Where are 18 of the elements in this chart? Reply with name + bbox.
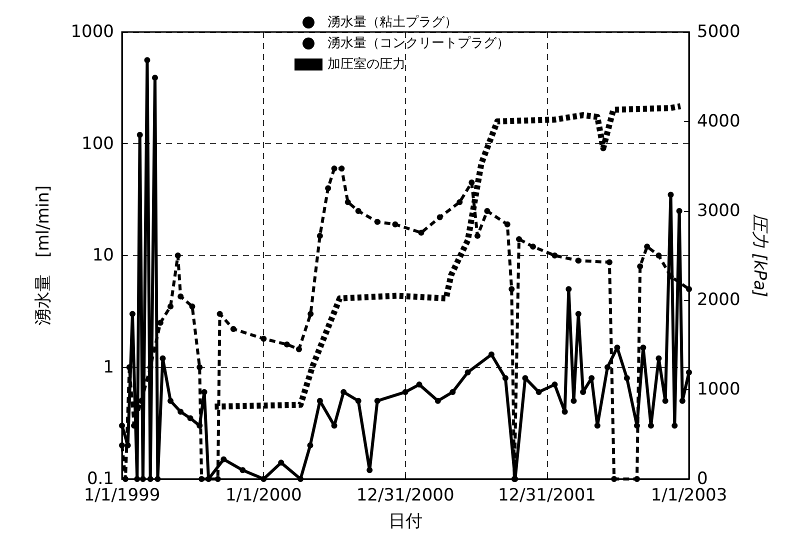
- y2-axis-title: 圧力 [kPa]: [750, 214, 770, 298]
- y2-tick-label: 2000: [697, 290, 740, 310]
- legend-label: 湧水量（コンクリートプラグ）: [328, 36, 510, 51]
- x-axis-title: 日付: [388, 512, 422, 532]
- legend-label: 加圧室の圧力: [328, 56, 406, 72]
- y2-tick-label: 1000: [697, 380, 740, 400]
- y-tick-label: 1000: [70, 22, 114, 42]
- legend-label: 湧水量（粘土プラグ）: [328, 15, 458, 30]
- x-tick-label: 1/1/2000: [225, 486, 302, 506]
- y2-tick-label: 4000: [697, 111, 740, 132]
- x-tick-label: 12/31/2000: [356, 486, 454, 506]
- y-tick-label: 10: [92, 246, 114, 266]
- y-tick-label: 1: [103, 357, 114, 378]
- x-tick-label: 12/31/2001: [498, 486, 596, 506]
- y2-tick-label: 3000: [697, 200, 740, 221]
- y-axis-title: 湧水量 [ml/min]: [34, 185, 54, 326]
- y-tick-label: 100: [82, 134, 114, 154]
- y2-tick-label: 5000: [697, 22, 740, 42]
